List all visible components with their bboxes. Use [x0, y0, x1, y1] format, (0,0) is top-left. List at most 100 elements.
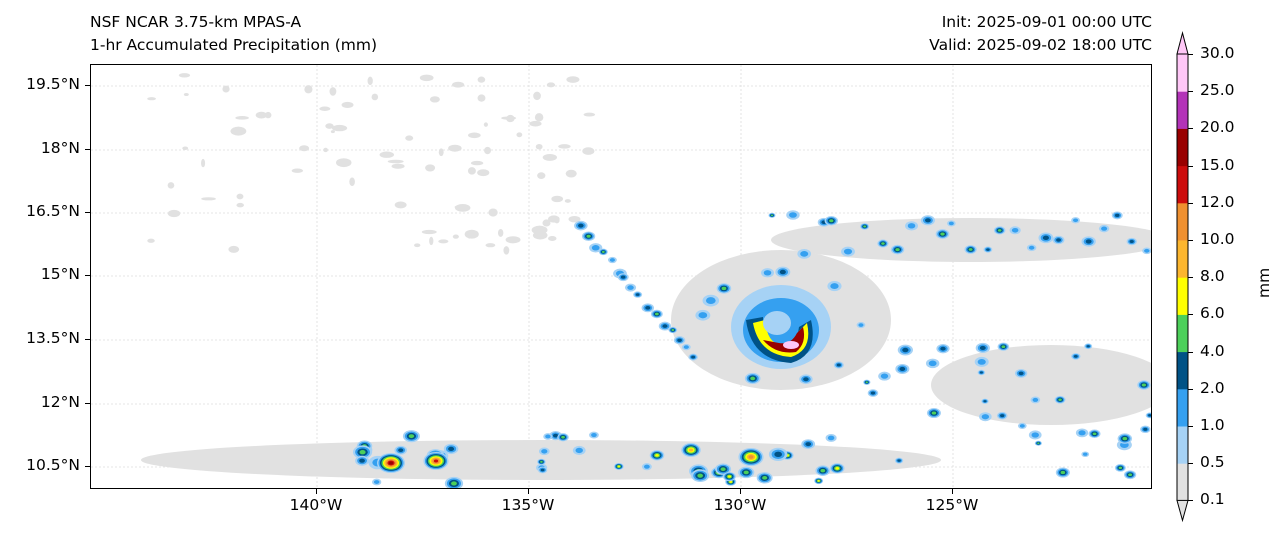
precip-cell: [451, 481, 457, 486]
light-precip-cell: [488, 208, 498, 217]
light-precip-cell: [329, 87, 337, 96]
lat-tick-label: 15°N: [40, 265, 80, 283]
light-precip-cell: [464, 229, 479, 239]
precip-cell: [408, 434, 415, 439]
precipitation-map: [90, 64, 1152, 489]
lon-tick-mark: [952, 489, 953, 494]
precip-cell: [750, 376, 756, 381]
precip-cell: [827, 435, 835, 441]
precip-cell: [997, 229, 1002, 232]
light-precip-cell: [147, 238, 155, 243]
precip-cell: [654, 312, 659, 316]
precip-cell: [1083, 452, 1088, 456]
light-precip-cell: [565, 169, 577, 178]
light-precip-cell: [330, 130, 335, 134]
lat-tick-mark: [85, 275, 90, 276]
colorbar-level-label: 8.0: [1200, 267, 1225, 286]
precip-cell: [541, 449, 548, 454]
colorbar-level-label: 15.0: [1200, 155, 1235, 174]
lon-tick-label: 125°W: [925, 496, 979, 514]
precip-cell: [748, 455, 754, 459]
precip-cell: [635, 293, 640, 296]
light-precip-cell: [325, 123, 334, 129]
light-precip-cell: [167, 182, 175, 189]
precip-cell: [655, 453, 659, 457]
colorbar-tick: [1188, 202, 1193, 204]
light-precip-cell: [477, 169, 490, 177]
colorbar-label: mm: [1255, 267, 1273, 298]
light-precip-cell: [542, 219, 551, 227]
colorbar-swatch: [1177, 351, 1188, 390]
light-precip-cell: [425, 164, 436, 172]
colorbar-level-label: 4.0: [1200, 341, 1225, 360]
precip-cell: [977, 358, 986, 365]
precip-cell: [1073, 218, 1079, 223]
colorbar-tick: [1188, 54, 1193, 55]
precip-cell: [1073, 355, 1078, 358]
light-precip-cell: [501, 116, 517, 120]
light-precip-cell: [421, 229, 437, 235]
light-precip-cell: [516, 132, 523, 138]
light-precip-cell: [546, 82, 556, 88]
precip-cell: [830, 283, 839, 290]
colorbar-extend-min: [1176, 499, 1189, 523]
precip-cell: [870, 391, 876, 395]
colorbar-tick: [1188, 314, 1193, 316]
light-precip-cell: [371, 93, 379, 101]
precip-cell: [359, 458, 365, 463]
light-precip-cell: [467, 167, 476, 175]
precip-cell: [691, 355, 696, 359]
light-precip-cell: [438, 148, 444, 157]
precip-cell: [359, 449, 366, 455]
light-precip-cell: [529, 120, 542, 127]
lon-tick-mark: [316, 489, 317, 494]
light-precip-cell: [535, 143, 543, 150]
colorbar-swatch: [1177, 426, 1188, 464]
precip-cell: [983, 400, 987, 403]
light-precip-cell: [414, 243, 421, 248]
precip-cell: [688, 448, 694, 452]
precip-cell: [881, 242, 885, 245]
light-precip-cell: [477, 94, 486, 102]
light-precip-cell: [319, 106, 331, 111]
lat-tick-label: 16.5°N: [26, 202, 80, 220]
precip-cell: [858, 323, 864, 327]
light-precip-cell: [531, 225, 548, 235]
light-precip-cell: [558, 144, 571, 149]
colorbar-level-label: 25.0: [1200, 81, 1235, 100]
light-precip-cell: [551, 195, 564, 203]
precip-cell: [820, 468, 826, 473]
light-precip-cell: [483, 122, 488, 127]
colorbar-swatch: [1177, 240, 1188, 278]
precip-cell: [1056, 238, 1061, 242]
precip-cell: [698, 312, 708, 319]
lon-tick-label: 140°W: [289, 496, 343, 514]
precip-cell: [373, 480, 380, 484]
precip-cell: [779, 269, 786, 275]
precip-cell: [645, 306, 651, 310]
precip-cell: [931, 411, 937, 415]
field-title: 1-hr Accumulated Precipitation (mm): [90, 36, 377, 54]
light-precip-cell: [167, 209, 181, 218]
eyewall-peak: [783, 341, 799, 349]
precip-cell: [720, 467, 726, 471]
precip-cell: [1042, 235, 1049, 241]
precip-cell: [677, 338, 682, 342]
precip-cell: [620, 275, 626, 279]
light-precip-cell: [582, 147, 595, 155]
colorbar-swatch: [1177, 277, 1188, 315]
precip-cell: [774, 451, 782, 458]
light-precip-cell: [485, 243, 496, 248]
precip-cell: [979, 371, 983, 374]
precip-cell: [805, 442, 812, 447]
light-precip-cell: [341, 101, 354, 108]
precip-cell: [617, 465, 621, 468]
precip-cell: [1060, 470, 1066, 475]
precip-cell: [762, 476, 768, 480]
colorbar-level-label: 10.0: [1200, 230, 1235, 248]
precip-cell: [1129, 240, 1134, 244]
colorbar-level-label: 1.0: [1200, 416, 1225, 434]
precip-cell: [433, 459, 439, 463]
colorbar-level-label: 6.0: [1200, 304, 1225, 323]
precip-cell: [552, 433, 559, 438]
